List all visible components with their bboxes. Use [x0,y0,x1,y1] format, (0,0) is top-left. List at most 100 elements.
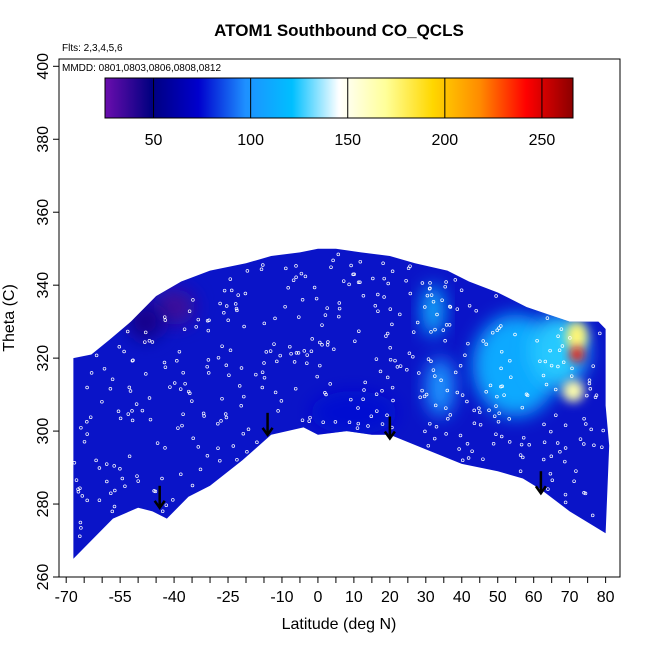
observation-point [549,454,554,459]
observation-point [405,368,409,372]
observation-point [457,447,461,451]
observation-point [443,339,447,343]
observation-point [478,422,483,427]
x-tick-label: 10 [345,589,363,606]
observation-point [497,326,501,330]
observation-point [382,295,386,299]
x-tick-label: 30 [417,589,435,606]
observation-point [507,440,512,444]
observation-point [224,363,229,368]
observation-point [320,343,324,347]
observation-point [302,349,307,353]
dates-label: MMDD: 0801,0803,0806,0808,0812 [62,63,221,74]
co-anomaly-8 [562,380,585,402]
colorbar-tick-label: 250 [529,132,556,149]
observation-point [100,399,104,404]
observation-point [391,398,395,403]
observation-point [371,276,375,281]
down-arrow-head-icon [383,430,396,441]
observation-point [120,476,125,481]
observation-point [434,425,439,429]
observation-point [431,299,436,304]
observation-point [465,442,470,446]
observation-point [279,399,284,403]
observation-point [291,278,296,282]
observation-point [82,439,87,444]
observation-point [362,388,366,392]
observation-point [110,377,115,382]
x-tick-label: -10 [270,589,293,606]
observation-point [484,342,488,347]
observation-point [305,353,309,357]
observation-point [357,329,361,333]
observation-point [118,416,123,421]
observation-point [194,325,198,329]
observation-point [520,405,525,410]
observation-point [191,436,195,441]
observation-point [105,479,109,484]
observation-point [423,305,427,309]
y-tick-label: 400 [35,53,52,80]
observation-point [556,364,560,369]
observation-point [428,281,432,285]
observation-point [104,462,109,466]
observation-point [361,294,366,298]
observation-point [85,385,89,390]
observation-point [563,459,567,464]
observation-point [500,384,504,389]
observation-point [542,422,546,427]
observation-point [587,378,592,382]
observation-point [324,392,328,397]
observation-point [300,298,305,302]
observation-point [309,349,314,353]
observation-point [255,440,259,445]
observation-point [546,487,550,491]
observation-point [460,458,465,463]
observation-point [206,328,211,333]
observation-point [110,509,115,514]
observation-point [556,334,560,338]
observation-point [588,387,593,391]
observation-point [89,371,94,375]
observation-point [80,494,85,498]
observation-point [190,399,194,403]
observation-point [559,327,564,331]
observation-point [404,278,408,283]
observation-point [374,357,379,361]
observation-point [219,419,223,423]
observation-point [518,469,523,473]
chart-title: ATOM1 Southbound CO_QCLS [214,21,464,40]
observation-point [355,426,360,430]
observation-point [118,467,122,471]
observation-point [205,454,210,458]
observation-point [206,371,211,375]
observation-point [584,422,588,426]
observation-point [222,311,226,315]
observation-point [541,457,546,462]
observation-point [78,534,82,539]
observation-point [318,363,322,368]
observation-point [366,424,370,428]
x-tick-label: 40 [453,589,471,606]
observation-point [216,421,220,426]
observation-point [113,488,117,493]
observation-point [570,366,574,371]
observation-point [424,392,429,397]
observation-point [433,327,437,332]
observation-point [337,314,341,319]
observation-point [406,266,411,271]
observation-point [152,489,156,493]
observation-point [329,265,333,269]
observation-point [175,359,179,363]
observation-point [535,338,539,343]
observation-point [341,279,346,283]
observation-point [140,408,145,413]
observation-point [117,345,122,349]
co-anomaly-2 [422,285,444,337]
observation-point [444,280,448,284]
observation-point [155,441,160,445]
observation-point [465,399,469,404]
observation-point [218,458,222,463]
observation-point [179,472,183,477]
